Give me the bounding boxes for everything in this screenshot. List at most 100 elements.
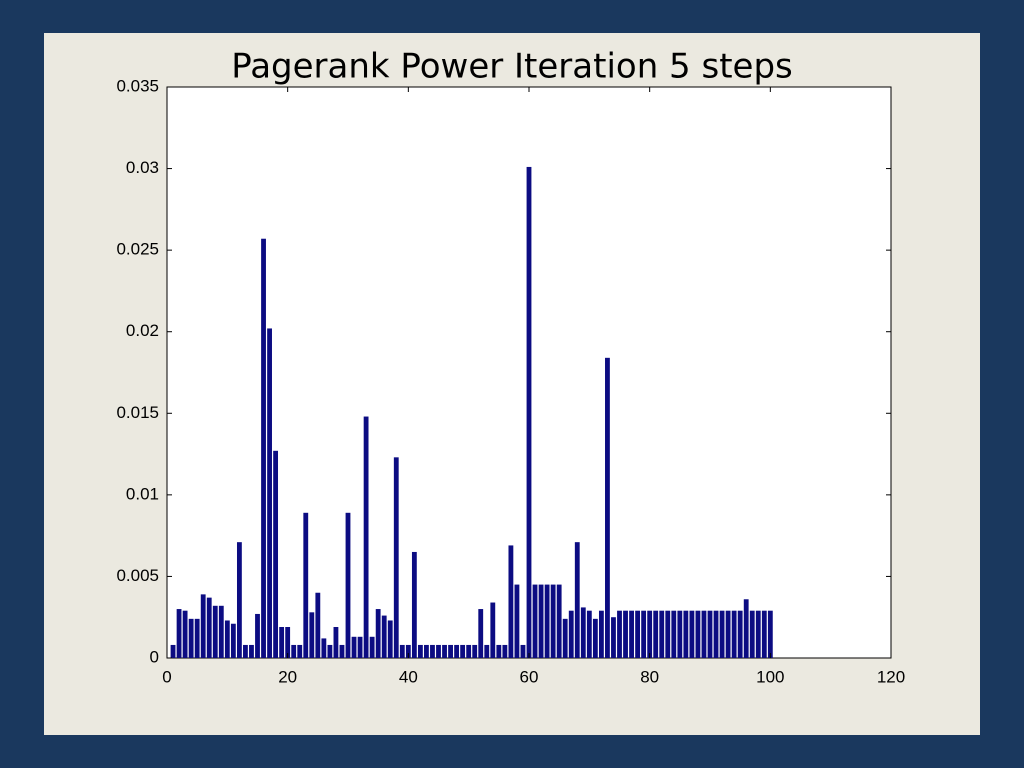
bar bbox=[170, 644, 176, 658]
bar bbox=[719, 610, 725, 658]
bar bbox=[683, 610, 689, 658]
bar bbox=[562, 618, 568, 658]
bar bbox=[647, 610, 653, 658]
bar bbox=[381, 615, 387, 658]
bar bbox=[357, 636, 363, 658]
bar bbox=[695, 610, 701, 658]
bar bbox=[611, 617, 616, 658]
bar bbox=[725, 610, 731, 658]
bar bbox=[285, 627, 291, 658]
bar bbox=[665, 610, 671, 658]
bar bbox=[236, 542, 242, 658]
x-tick-label: 120 bbox=[877, 667, 905, 686]
bar bbox=[641, 610, 647, 658]
bar bbox=[472, 644, 478, 658]
x-tick-label: 20 bbox=[278, 667, 297, 686]
bar bbox=[206, 597, 212, 658]
bar bbox=[218, 605, 224, 658]
bar bbox=[526, 166, 532, 658]
bar bbox=[321, 638, 327, 658]
bar bbox=[556, 584, 562, 658]
bar bbox=[484, 644, 490, 658]
bar bbox=[671, 610, 677, 658]
bar bbox=[405, 644, 411, 658]
bar bbox=[731, 610, 737, 658]
bar bbox=[315, 592, 321, 658]
bar bbox=[200, 594, 206, 658]
bar bbox=[375, 609, 381, 658]
x-tick-label: 0 bbox=[162, 667, 171, 686]
bar bbox=[291, 644, 297, 658]
bar bbox=[261, 238, 266, 659]
bar bbox=[399, 644, 405, 658]
bar bbox=[496, 644, 502, 658]
x-tick-label: 100 bbox=[756, 667, 784, 686]
bar bbox=[448, 644, 453, 658]
bar bbox=[544, 584, 550, 658]
bar bbox=[279, 627, 285, 658]
bar bbox=[586, 610, 592, 658]
bar bbox=[605, 357, 610, 658]
y-tick-label: 0.005 bbox=[116, 566, 159, 585]
bar bbox=[617, 610, 622, 658]
bar bbox=[737, 610, 743, 658]
bar bbox=[182, 610, 188, 658]
bar bbox=[568, 610, 574, 658]
bar bbox=[767, 610, 773, 658]
x-tick-label: 40 bbox=[399, 667, 418, 686]
chart-title: Pagerank Power Iteration 5 steps bbox=[231, 47, 793, 87]
bar bbox=[707, 610, 713, 658]
bar bbox=[623, 610, 628, 658]
y-tick-label: 0.035 bbox=[116, 76, 159, 95]
bar bbox=[430, 644, 435, 658]
bar bbox=[351, 636, 357, 658]
bar bbox=[454, 644, 460, 658]
bar bbox=[532, 584, 538, 658]
bar bbox=[490, 602, 496, 658]
bar bbox=[677, 610, 683, 658]
bar bbox=[255, 613, 260, 658]
bar bbox=[478, 609, 484, 658]
bar bbox=[574, 542, 580, 658]
bar bbox=[659, 610, 665, 658]
bar bbox=[598, 610, 604, 658]
bar bbox=[761, 610, 767, 658]
bar bbox=[629, 610, 634, 658]
bar bbox=[309, 612, 315, 658]
bar bbox=[508, 545, 514, 658]
bar bbox=[345, 512, 351, 658]
bar bbox=[502, 644, 508, 658]
x-tick-label: 60 bbox=[520, 667, 539, 686]
bar bbox=[466, 644, 472, 658]
bar bbox=[743, 599, 749, 658]
bar bbox=[749, 610, 755, 658]
bar bbox=[224, 620, 230, 658]
bar bbox=[520, 644, 526, 658]
bar bbox=[297, 644, 303, 658]
x-tick-label: 80 bbox=[640, 667, 659, 686]
bar bbox=[212, 605, 218, 658]
bar bbox=[550, 584, 556, 658]
y-tick-label: 0.015 bbox=[116, 403, 159, 422]
bar bbox=[230, 623, 236, 658]
y-tick-label: 0.02 bbox=[126, 321, 159, 340]
bar bbox=[653, 610, 659, 658]
y-tick-label: 0.03 bbox=[126, 158, 159, 177]
bar bbox=[442, 644, 447, 658]
bar bbox=[580, 607, 586, 658]
bar bbox=[363, 416, 369, 658]
bar bbox=[267, 328, 272, 658]
bar bbox=[273, 450, 279, 658]
bar bbox=[417, 644, 423, 658]
bar bbox=[755, 610, 761, 658]
bar bbox=[411, 551, 417, 658]
bar bbox=[176, 609, 182, 658]
bar bbox=[713, 610, 719, 658]
bar bbox=[393, 457, 399, 658]
bar bbox=[514, 584, 520, 658]
bar bbox=[635, 610, 641, 658]
bar bbox=[194, 618, 200, 658]
bar bbox=[460, 644, 466, 658]
bar bbox=[387, 620, 393, 658]
